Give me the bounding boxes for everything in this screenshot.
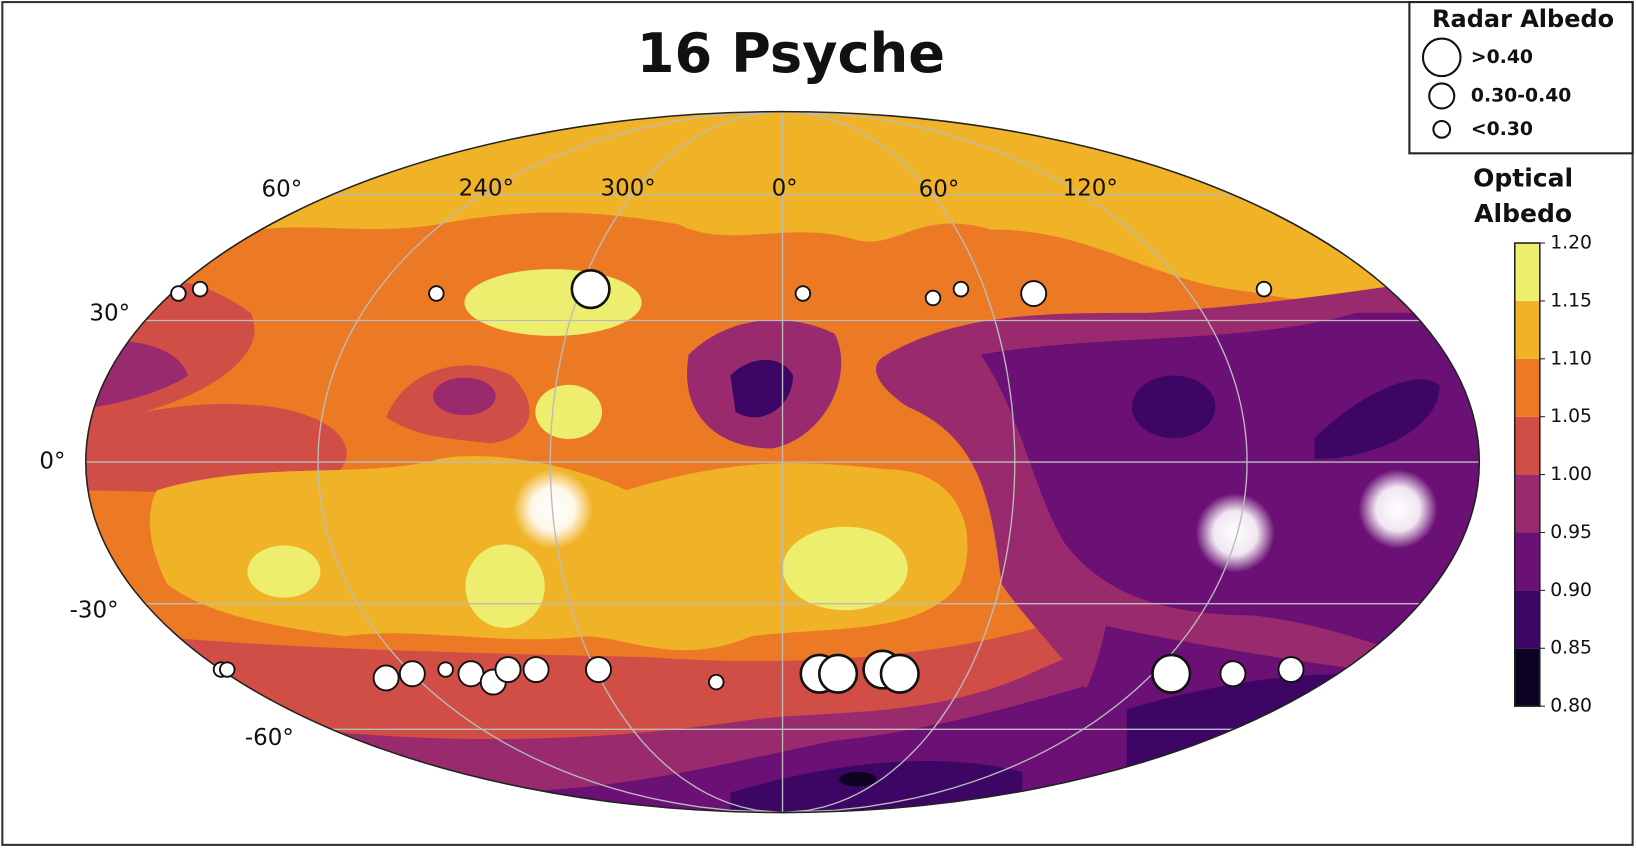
colorbar-tick-label: 0.90 [1550, 580, 1592, 601]
colorbar-tick-label: 0.95 [1550, 522, 1592, 543]
lat-label: 0° [39, 449, 65, 475]
colorbar-band [1514, 416, 1540, 475]
colorbar-tick-label: 1.10 [1550, 348, 1592, 369]
radar-point [1151, 653, 1192, 694]
radar-point [219, 661, 236, 678]
colorbar-band [1514, 532, 1540, 591]
colorbar-band [1514, 358, 1540, 417]
radar-point [1277, 656, 1305, 684]
radar-point [708, 673, 725, 691]
colorbar-tick-label: 0.85 [1550, 638, 1592, 659]
radar-point [570, 269, 611, 310]
radar-point [817, 653, 859, 694]
lon-label: 60° [262, 176, 303, 202]
radar-point [398, 660, 426, 688]
radar-point [924, 289, 942, 307]
colorbar-band [1514, 648, 1540, 707]
colorbar-tick-label: 1.05 [1550, 406, 1592, 427]
radar-point [1255, 280, 1273, 298]
lon-label: 240° [459, 175, 514, 201]
legend-marker [1428, 82, 1456, 110]
radar-point [372, 664, 400, 692]
radar-point [437, 661, 454, 678]
radar-point [428, 285, 445, 302]
lon-label: 0° [772, 175, 798, 201]
title: 16 Psyche [637, 22, 945, 85]
radar-point [952, 280, 970, 298]
colorbar-tick-label: 1.00 [1550, 464, 1592, 485]
colorbar-title: Optical [1473, 163, 1573, 192]
legend-label: >0.40 [1471, 47, 1533, 68]
colorbar-band [1514, 300, 1540, 359]
lon-label: 120° [1063, 175, 1118, 201]
radar-point [879, 653, 920, 694]
radar-legend-title: Radar Albedo [1432, 5, 1614, 33]
radar-point [1219, 660, 1247, 688]
map-outline [84, 110, 1481, 814]
lon-label: 300° [601, 175, 656, 201]
graticule [85, 110, 1480, 814]
colorbar-tick-label: 1.20 [1550, 233, 1592, 254]
radar-point [1020, 280, 1048, 307]
lon-label: 60° [919, 176, 960, 202]
radar-point [794, 285, 812, 302]
radar-point [585, 656, 612, 684]
radar-points [170, 269, 1305, 696]
lat-label: 30° [89, 300, 130, 326]
legend-marker [1421, 37, 1462, 78]
radar-point [457, 660, 485, 688]
radar-point [170, 285, 187, 302]
legend-marker [1432, 119, 1452, 139]
legend-label: 0.30-0.40 [1471, 85, 1571, 106]
radar-point [522, 656, 550, 684]
lat-label: -30° [70, 598, 119, 624]
colorbar-band [1514, 243, 1540, 301]
colorbar-title: Albedo [1474, 199, 1572, 228]
radar-point [494, 656, 522, 684]
radar-point [191, 280, 209, 298]
lat-label: -60° [245, 725, 294, 751]
colorbar-tick-label: 0.80 [1550, 696, 1592, 717]
colorbar-band [1514, 590, 1540, 649]
legend-label: <0.30 [1471, 119, 1533, 140]
colorbar-tick-label: 1.15 [1550, 290, 1592, 311]
colorbar-band [1514, 474, 1540, 533]
